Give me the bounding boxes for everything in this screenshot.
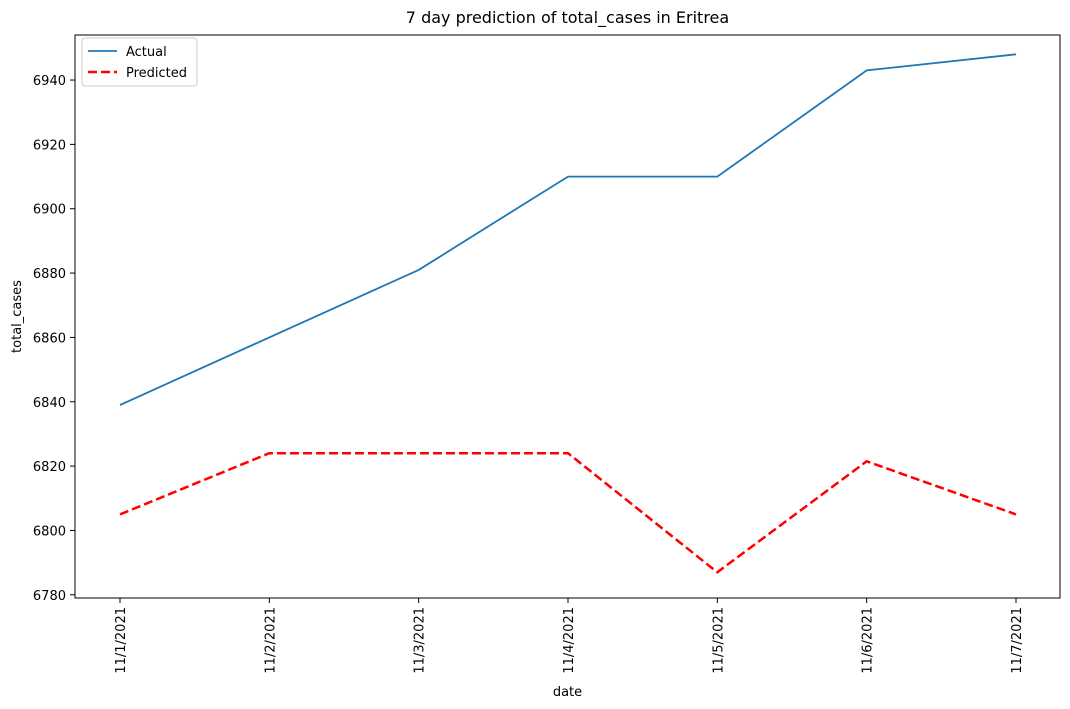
x-tick-label: 11/5/2021: [711, 607, 726, 674]
y-tick-label: 6900: [33, 203, 66, 218]
plot-frame: [74, 34, 1061, 599]
x-axis-label: date: [553, 685, 582, 700]
y-axis-label: total_cases: [10, 280, 25, 353]
x-tick-label: 11/3/2021: [413, 607, 428, 674]
legend: Actual Predicted: [81, 37, 198, 87]
y-tick-label: 6940: [33, 74, 66, 89]
y-tick-label: 6880: [33, 267, 66, 282]
y-tick-label: 6840: [33, 396, 66, 411]
y-tick-label: 6820: [33, 460, 66, 475]
x-axis: 11/1/2021 11/2/2021 11/3/2021 11/4/2021 11/5…: [114, 598, 1025, 674]
y-tick-label: 6920: [33, 138, 66, 153]
y-tick-label: 6860: [33, 331, 66, 346]
x-tick-label: 11/2/2021: [263, 607, 278, 674]
x-tick-label: 11/1/2021: [114, 607, 129, 674]
y-axis: 6780 6800 6820 6840 6860 6880 6900 6920 6940: [33, 74, 75, 604]
x-tick-label: 11/7/2021: [1010, 607, 1025, 674]
series-line-actual: [119, 53, 1017, 406]
x-tick-label: 11/6/2021: [861, 607, 876, 674]
x-tick-label: 11/4/2021: [562, 607, 577, 674]
legend-label-actual: Actual: [126, 45, 167, 60]
y-tick-label: 6800: [33, 524, 66, 539]
plot-area: [74, 34, 1061, 599]
legend-label-predicted: Predicted: [126, 66, 187, 81]
series-line-predicted: [119, 451, 1017, 574]
y-tick-label: 6780: [33, 589, 66, 604]
legend-box: [81, 37, 198, 87]
chart-title: 7 day prediction of total_cases in Eritr…: [406, 8, 729, 28]
